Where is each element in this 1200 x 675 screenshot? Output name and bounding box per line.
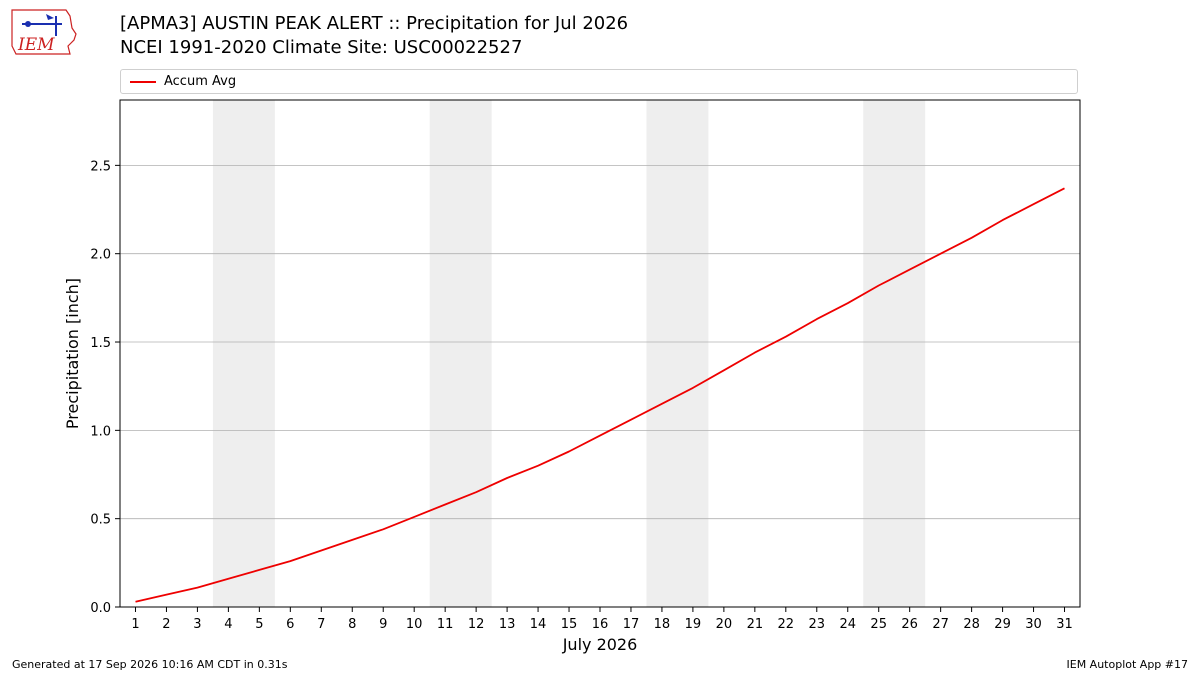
weekend-band xyxy=(429,100,492,607)
x-axis-label: July 2026 xyxy=(562,635,638,654)
x-tick-label: 23 xyxy=(809,617,826,632)
x-tick-label: 14 xyxy=(530,617,547,632)
weekend-band xyxy=(212,100,275,607)
y-tick-label: 1.0 xyxy=(90,424,111,439)
x-tick-label: 1 xyxy=(131,617,139,632)
x-tick-label: 2 xyxy=(162,617,170,632)
weekend-band xyxy=(863,100,926,607)
x-tick-label: 10 xyxy=(406,617,423,632)
x-tick-label: 30 xyxy=(1025,617,1042,632)
x-tick-label: 16 xyxy=(592,617,609,632)
x-tick-label: 8 xyxy=(348,617,356,632)
x-tick-label: 5 xyxy=(255,617,263,632)
x-tick-label: 4 xyxy=(224,617,232,632)
x-tick-label: 31 xyxy=(1056,617,1073,632)
y-tick-label: 0.5 xyxy=(90,513,111,528)
x-tick-label: 3 xyxy=(193,617,201,632)
x-tick-label: 15 xyxy=(561,617,578,632)
x-tick-label: 7 xyxy=(317,617,325,632)
chart-title: [APMA3] AUSTIN PEAK ALERT :: Precipitati… xyxy=(120,13,629,34)
legend: Accum Avg xyxy=(120,69,1078,94)
x-tick-label: 21 xyxy=(747,617,764,632)
x-tick-label: 9 xyxy=(379,617,387,632)
y-tick-label: 2.0 xyxy=(90,248,111,263)
x-tick-label: 29 xyxy=(994,617,1011,632)
footer-app: IEM Autoplot App #17 xyxy=(1066,658,1189,671)
series-line-accum-avg xyxy=(135,187,1065,603)
x-tick-label: 19 xyxy=(685,617,702,632)
y-tick-label: 2.5 xyxy=(90,159,111,174)
footer-generated: Generated at 17 Sep 2026 10:16 AM CDT in… xyxy=(12,658,288,671)
x-tick-label: 18 xyxy=(654,617,671,632)
x-tick-label: 25 xyxy=(870,617,887,632)
y-tick-label: 0.0 xyxy=(90,601,111,616)
x-tick-label: 13 xyxy=(499,617,516,632)
x-tick-label: 17 xyxy=(623,617,640,632)
x-tick-label: 26 xyxy=(901,617,918,632)
x-tick-label: 28 xyxy=(963,617,980,632)
y-axis-label: Precipitation [inch] xyxy=(63,278,82,429)
x-tick-label: 6 xyxy=(286,617,294,632)
x-tick-label: 11 xyxy=(437,617,454,632)
y-tick-label: 1.5 xyxy=(90,336,111,351)
x-tick-label: 20 xyxy=(716,617,733,632)
legend-swatch xyxy=(130,81,156,83)
x-tick-label: 27 xyxy=(932,617,949,632)
logo-text: IEM xyxy=(17,35,55,55)
iem-logo: IEM xyxy=(11,9,77,55)
x-tick-label: 12 xyxy=(468,617,485,632)
legend-entry-label: Accum Avg xyxy=(164,74,237,89)
iowa-outline-icon xyxy=(11,9,77,55)
chart-subtitle: NCEI 1991-2020 Climate Site: USC00022527 xyxy=(120,37,523,58)
x-tick-label: 24 xyxy=(839,617,856,632)
weekend-band xyxy=(646,100,709,607)
x-tick-label: 22 xyxy=(778,617,795,632)
